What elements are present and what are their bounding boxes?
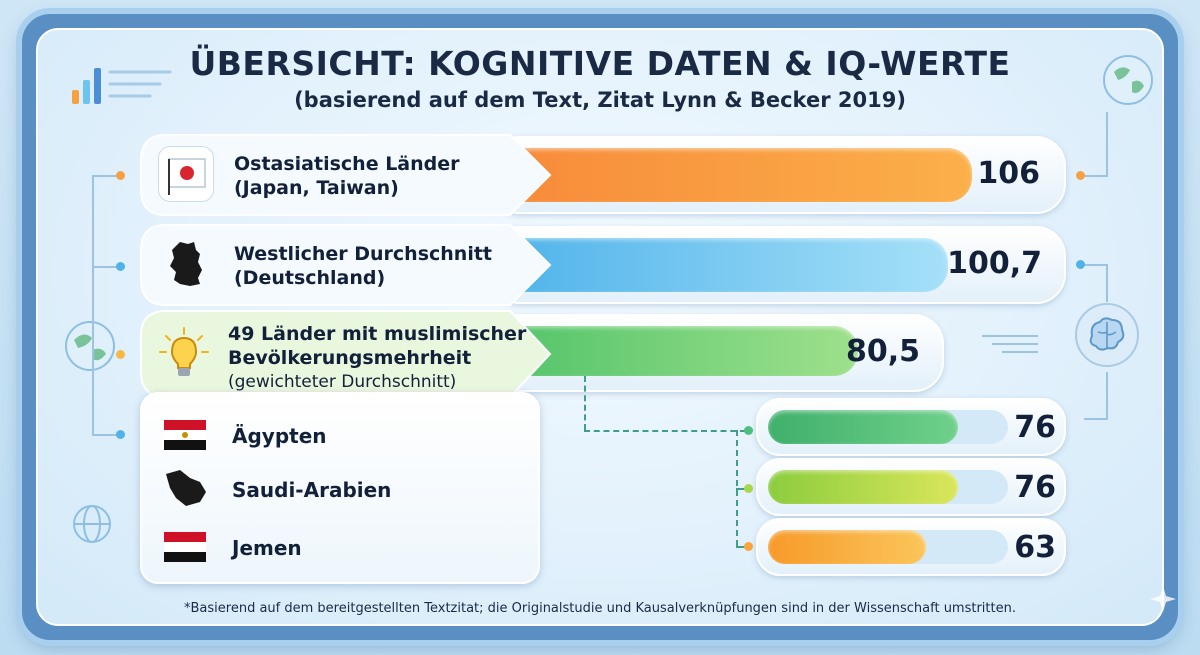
right-connector [1106, 112, 1108, 176]
network-globe-icon [73, 505, 111, 543]
bar-chart-icon [72, 68, 172, 104]
right-connector-branch [1084, 418, 1108, 420]
connector-dot [744, 426, 753, 435]
sub-label-aegypten: Ägypten [232, 424, 327, 448]
yemen-flag-icon [162, 530, 208, 568]
sub-value-label: 76 [1014, 470, 1056, 505]
right-connector-branch [1084, 175, 1108, 177]
left-connector-branch [92, 175, 120, 177]
bar-fill-muslimische-laender [500, 326, 858, 376]
chart-subtitle: (basierend auf dem Text, Zitat Lynn & Be… [294, 88, 906, 112]
chart-title: ÜBERSICHT: KOGNITIVE DATEN & IQ-WERTE [189, 44, 1011, 83]
connector-dot [744, 484, 753, 493]
sub-bar-fill-saudi-arabien [768, 470, 958, 504]
egypt-flag-icon [162, 418, 208, 456]
label-ostasiatische-laender: Ostasiatische Länder (Japan, Taiwan) [234, 153, 460, 199]
left-connector-branch [92, 266, 120, 268]
globe-icon [1103, 55, 1153, 105]
bar-fill-ostasiatische-laender [500, 148, 972, 202]
left-connector [92, 175, 94, 435]
sub-label-jemen: Jemen [232, 536, 302, 560]
dashed-connector [736, 488, 746, 490]
lightbulb-icon [156, 326, 212, 382]
sub-value-label: 63 [1014, 530, 1056, 565]
right-connector [1106, 264, 1108, 302]
label-muslimische-laender: 49 Länder mit muslimischer Bevölkerungsm… [228, 323, 527, 392]
left-connector-branch [92, 434, 120, 436]
value-label: 106 [977, 156, 1040, 191]
brain-icon [1075, 303, 1139, 367]
value-label: 100,7 [947, 246, 1042, 281]
country-list-panel [140, 392, 540, 584]
right-connector-branch [1084, 264, 1108, 266]
label-westlicher-durchschnitt: Westlicher Durchschnitt (Deutschland) [234, 243, 493, 289]
dashed-connector [584, 430, 746, 432]
label-arrow [140, 224, 552, 306]
sparkle-icon [1150, 586, 1176, 612]
value-label: 80,5 [845, 334, 920, 369]
sub-value-label: 76 [1014, 410, 1056, 445]
sub-label-saudi-arabien: Saudi-Arabien [232, 478, 392, 502]
right-connector [1106, 372, 1108, 418]
dashed-connector [584, 376, 586, 430]
connector-dot [116, 171, 125, 180]
globe-left-icon [65, 321, 115, 371]
connector-dot [116, 350, 125, 359]
sub-bar-fill-jemen [768, 530, 926, 564]
connector-dot [116, 430, 125, 439]
connector-dot [116, 262, 125, 271]
bar-fill-westlicher-durchschnitt [500, 238, 948, 292]
saudi-map-icon [160, 468, 210, 512]
dashed-connector [736, 546, 746, 548]
connector-dot [744, 542, 753, 551]
germany-map-icon [158, 236, 214, 292]
label-arrow [140, 134, 552, 216]
connector-dot [1076, 260, 1085, 269]
footnote: *Basierend auf dem bereitgestellten Text… [184, 601, 1016, 616]
sub-bar-fill-aegypten [768, 410, 958, 444]
japan-flag-icon [158, 146, 214, 202]
dash-lines-icon [982, 335, 1038, 353]
connector-dot [1076, 171, 1085, 180]
